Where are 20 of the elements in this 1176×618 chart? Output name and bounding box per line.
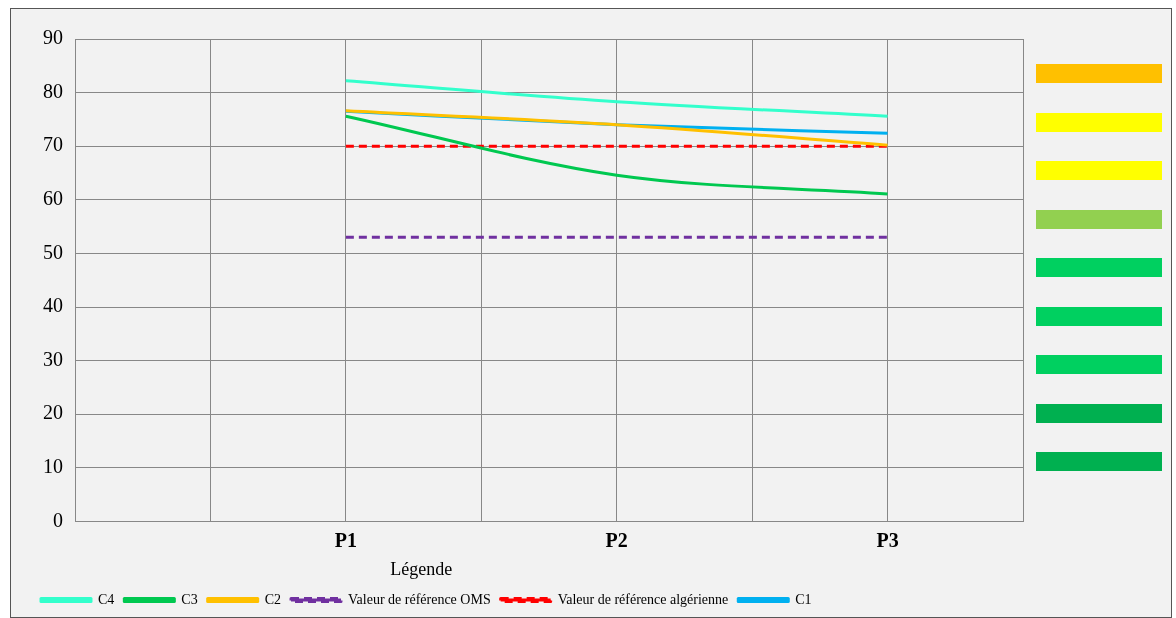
y-tick-label: 90 [43,26,63,49]
y-tick-label: 20 [43,401,63,424]
y-tick-label: 30 [43,347,63,370]
y-tick-label: 0 [53,508,63,531]
x-tick-label: P3 [876,528,899,551]
y-tick-label: 50 [43,240,63,263]
y-tick-label: 40 [43,294,63,317]
legend-label: Valeur de référence algérienne [557,591,729,607]
legend-label: C3 [181,591,198,607]
y-tick-label: 80 [43,79,63,102]
x-tick-label: P2 [605,528,628,551]
y-tick-label: 60 [43,187,63,210]
legend-label: Valeur de référence OMS [348,591,491,607]
x-tick-label: P1 [334,528,357,551]
legend-label: C1 [795,591,812,607]
legend-label: C2 [264,591,282,607]
legend-label: C4 [98,591,115,607]
legend-title: Légende [390,559,453,580]
y-tick-label: 70 [43,133,63,156]
y-tick-label: 10 [43,455,63,478]
